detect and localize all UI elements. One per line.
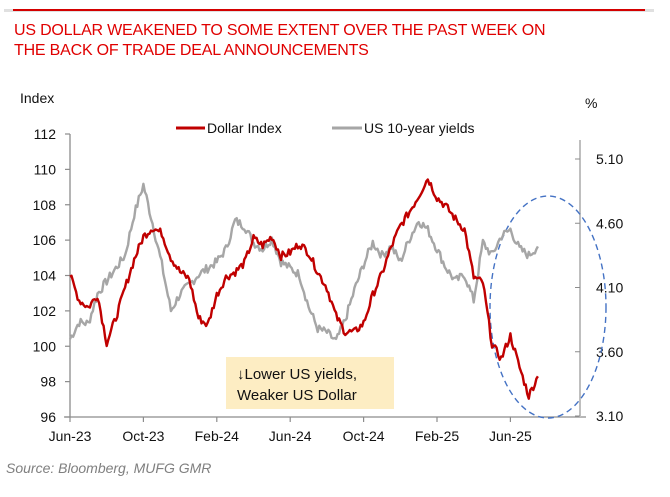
annotation-box — [226, 357, 394, 409]
left-axis-tick-label: 106 — [33, 232, 57, 248]
source-note: Source: Bloomberg, MUFG GMR — [6, 460, 212, 476]
left-axis-tick-label: 108 — [33, 197, 57, 213]
left-axis-tick-label: 104 — [33, 268, 57, 284]
header-rule-accent — [13, 9, 645, 11]
x-axis-tick-label: Jun-23 — [49, 428, 92, 444]
legend-label-us-10-year-yields: US 10-year yields — [364, 120, 475, 136]
right-axis-tick-label: 4.10 — [596, 280, 623, 296]
x-axis-tick-label: Feb-24 — [195, 428, 240, 444]
chart-title: US DOLLAR WEAKENED TO SOME EXTENT OVER T… — [14, 21, 654, 61]
annotation-text-line-2: Weaker US Dollar — [237, 387, 357, 404]
ellipse-layer — [489, 195, 607, 419]
left-axis-title: Index — [20, 90, 54, 106]
left-axis-tick-label: 100 — [33, 338, 57, 354]
chart-title-line-1: US DOLLAR WEAKENED TO SOME EXTENT OVER T… — [14, 22, 546, 39]
annotation-layer: ↓Lower US yields, Weaker US Dollar — [226, 357, 394, 409]
right-axis-tick-label: 3.60 — [596, 344, 623, 360]
left-axis-tick-label: 98 — [40, 374, 56, 390]
x-axis-tick-label: Feb-25 — [415, 428, 460, 444]
x-axis-tick-label: Oct-24 — [343, 428, 385, 444]
right-axis-tick-label: 5.10 — [596, 151, 623, 167]
series-line-dollar-index — [69, 178, 539, 400]
x-axis-tick-label: Oct-23 — [122, 428, 164, 444]
left-axis-tick-label: 96 — [40, 409, 56, 425]
right-axis-title: % — [585, 95, 597, 111]
legend-label-dollar-index: Dollar Index — [207, 120, 282, 136]
legend: Dollar Index US 10-year yields — [176, 120, 475, 136]
dashed-ellipse-annotation — [489, 195, 607, 419]
x-axis-tick-label: Jun-24 — [269, 428, 312, 444]
axes: 96 98 100 102 104 106 108 110 112 3.10 3.60 4.10 4.6… — [20, 90, 623, 444]
left-axis-tick-label: 102 — [33, 303, 57, 319]
left-axis-tick-label: 112 — [34, 126, 57, 142]
x-axis-tick-label: Jun-25 — [489, 428, 532, 444]
left-axis-tick-label: 110 — [34, 161, 57, 177]
annotation-text-line-1: ↓Lower US yields, — [237, 366, 357, 383]
right-axis-tick-label: 4.60 — [596, 215, 623, 231]
series-line-us-10-year-yields — [68, 182, 539, 341]
chart-title-line-2: THE BACK OF TRADE DEAL ANNOUNCEMENTS — [14, 42, 369, 59]
series-layer — [68, 178, 539, 400]
right-axis-tick-label: 3.10 — [596, 408, 623, 424]
